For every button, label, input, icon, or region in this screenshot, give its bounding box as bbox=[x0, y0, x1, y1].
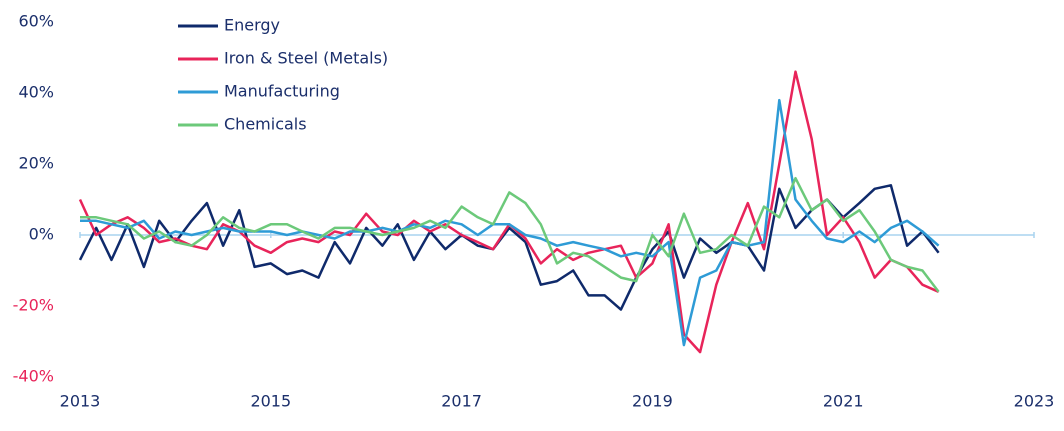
y-tick-label: 40% bbox=[18, 83, 54, 102]
series-line bbox=[78, 184, 940, 311]
y-tick-label: -40% bbox=[13, 367, 54, 386]
legend-label: Manufacturing bbox=[224, 82, 340, 101]
y-tick-label: 20% bbox=[18, 154, 54, 173]
x-tick-label: 2017 bbox=[441, 392, 482, 411]
x-tick-label: 2013 bbox=[60, 392, 101, 411]
series-line bbox=[80, 98, 940, 347]
x-tick-label: 2023 bbox=[1014, 392, 1055, 411]
legend-label: Chemicals bbox=[224, 115, 307, 134]
legend-label: Iron & Steel (Metals) bbox=[224, 49, 388, 68]
legend-label: Energy bbox=[224, 16, 280, 35]
y-tick-label: 0% bbox=[29, 225, 54, 244]
series-line bbox=[80, 176, 940, 293]
x-tick-label: 2021 bbox=[823, 392, 864, 411]
x-tick-label: 2019 bbox=[632, 392, 673, 411]
y-tick-label: -20% bbox=[13, 296, 54, 315]
y-tick-label: 60% bbox=[18, 12, 54, 31]
x-tick-label: 2015 bbox=[250, 392, 291, 411]
